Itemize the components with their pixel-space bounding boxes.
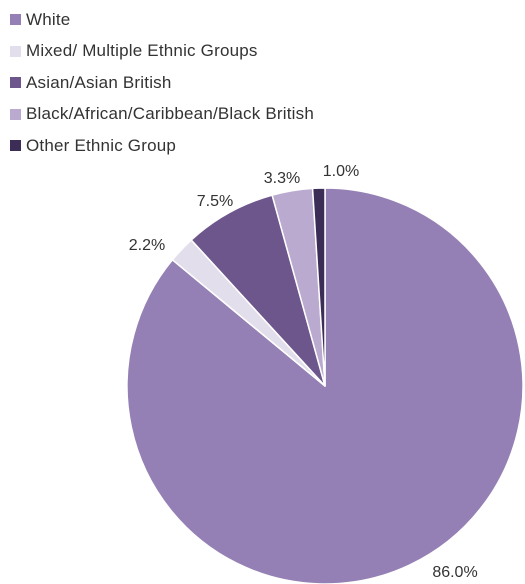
legend-swatch-black — [10, 108, 21, 120]
legend-label-white: White — [26, 9, 71, 29]
legend-swatch-other — [10, 140, 21, 152]
pie-value-label-other: 1.0% — [323, 163, 359, 180]
legend-label-asian: Asian/Asian British — [26, 72, 172, 92]
legend: White Mixed/ Multiple Ethnic Groups Asia… — [10, 4, 314, 162]
pie-value-label-mixed: 2.2% — [129, 237, 165, 254]
legend-swatch-white — [10, 14, 21, 26]
pie-value-label-white: 86.0% — [432, 564, 477, 581]
legend-swatch-mixed — [10, 45, 21, 57]
pie-slice-white — [126, 187, 524, 584]
pie-slices — [126, 187, 524, 584]
legend-label-other: Other Ethnic Group — [26, 135, 177, 155]
pie-value-label-asian: 7.5% — [197, 193, 233, 210]
pie-value-labels: 86.0% 2.2% 7.5% 3.3% 1.0% — [129, 163, 478, 581]
legend-item-white: White — [10, 4, 314, 36]
legend-item-other: Other Ethnic Group — [10, 130, 314, 162]
legend-swatch-asian — [10, 77, 21, 89]
legend-item-black: Black/African/Caribbean/Black British — [10, 99, 314, 131]
legend-item-mixed: Mixed/ Multiple Ethnic Groups — [10, 36, 314, 68]
legend-item-asian: Asian/Asian British — [10, 67, 314, 99]
pie-value-label-black: 3.3% — [264, 170, 300, 187]
legend-label-mixed: Mixed/ Multiple Ethnic Groups — [26, 41, 258, 61]
pie-slice-other — [311, 187, 326, 387]
legend-label-black: Black/African/Caribbean/Black British — [26, 104, 315, 124]
